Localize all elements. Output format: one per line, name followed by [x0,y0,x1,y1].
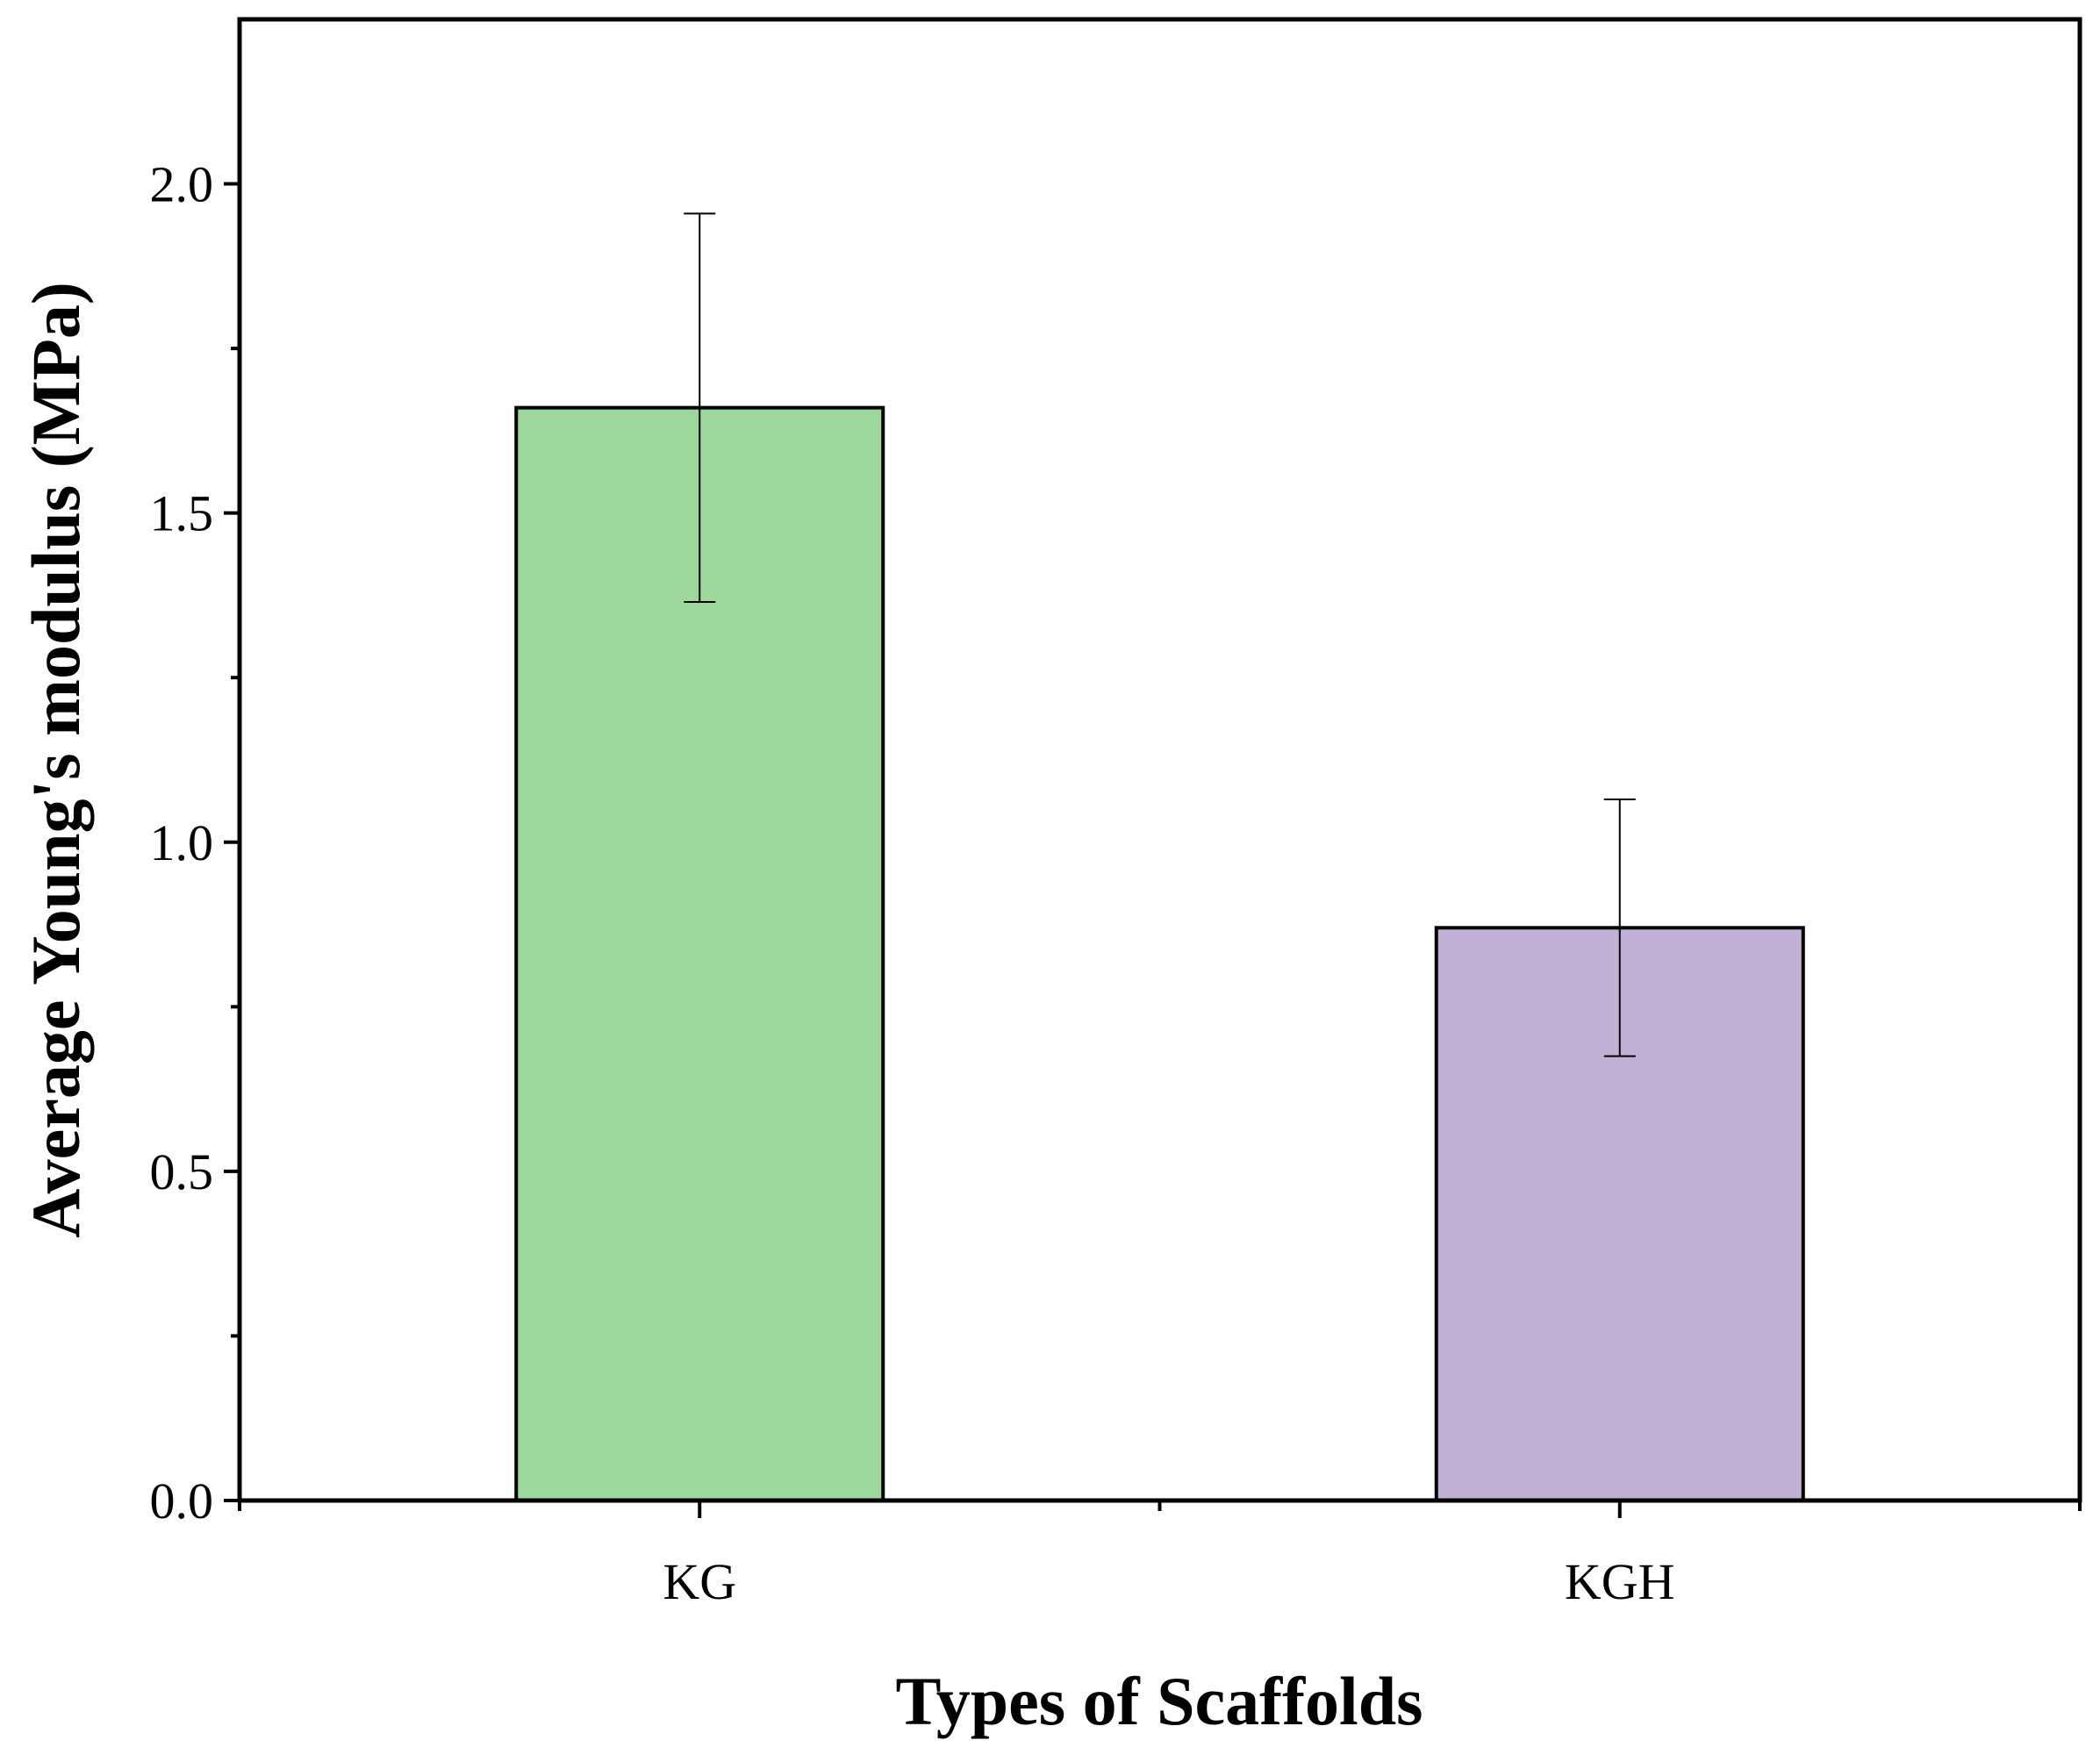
y-tick-label: 1.5 [150,485,214,542]
x-axis: KG KGH [238,1501,2082,1610]
error-bars-layer [684,212,1636,1057]
y-axis-title: Average Young's modulus (MPa) [18,282,94,1238]
x-tick-label-kg: KG [663,1553,736,1610]
y-tick-label: 1.0 [150,814,214,871]
y-tick-label: 0.0 [150,1472,214,1529]
y-tick-label: 2.0 [150,156,214,213]
x-tick-label-kgh: KGH [1565,1553,1675,1610]
y-tick-label: 0.5 [150,1143,214,1200]
x-axis-title: Types of Scaffolds [896,1663,1423,1739]
y-axis: 0.0 0.5 1.0 1.5 2.0 [150,156,240,1529]
bars-layer [514,405,1805,1502]
